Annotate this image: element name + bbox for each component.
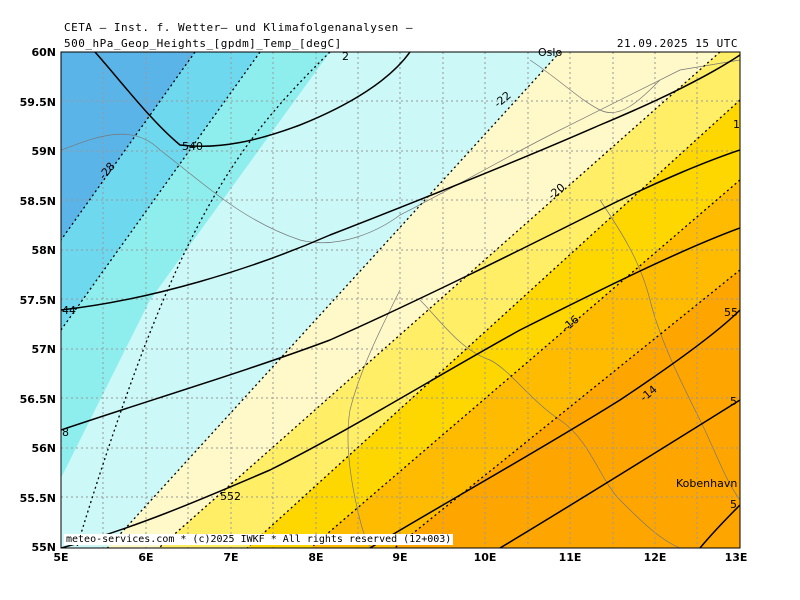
isotherm-minus28 (61, 52, 196, 241)
temp-label-top: 2 (342, 50, 349, 63)
lat-label: 58.5N (20, 195, 56, 208)
lon-label: 11E (559, 551, 582, 564)
coastline-sweden (599, 199, 740, 501)
valid-datetime: 21.09.2025 15 UTC (616, 37, 738, 50)
lat-label: 59N (31, 145, 56, 158)
isotherm-minus22 (106, 52, 561, 548)
height-labels: 540 552 44 8 55 5 5 (62, 140, 738, 511)
coastlines (61, 59, 740, 548)
lat-label: 55N (31, 541, 56, 554)
isohypse-560 (499, 399, 740, 548)
place-label-kobenhavn: Kobenhavn (676, 477, 737, 490)
isohypse-544 (61, 54, 740, 311)
lat-label: 58N (31, 244, 56, 257)
footer-credit: meteo-services.com * (c)2025 IWKF * All … (64, 534, 454, 545)
chart-title: CETA – Inst. f. Wetter– und Klimafolgena… (64, 21, 414, 34)
longitude-axis: 5E 6E 7E 8E 9E 10E 11E 12E 13E (53, 551, 747, 564)
isohypse-552 (61, 227, 740, 548)
lat-label: 55.5N (20, 492, 56, 505)
lon-label: 7E (223, 551, 238, 564)
isotherm-minus18 (246, 99, 740, 548)
coastline-norway (61, 59, 740, 244)
graticule (61, 52, 740, 548)
height-label-540: 540 (182, 140, 203, 153)
lon-label: 13E (725, 551, 748, 564)
lon-label: 10E (474, 551, 497, 564)
isotherm-minus26 (61, 52, 261, 331)
chart-subtitle: 500_hPa_Geop_Heights_[gpdm]_Temp_[degC] (64, 37, 342, 50)
temperature-isolines (61, 52, 740, 548)
coastline-denmark (419, 299, 681, 548)
lon-label: 6E (138, 551, 153, 564)
lat-label: 59.5N (20, 96, 56, 109)
coastline-oslofjord (529, 59, 661, 113)
isohypse-548 (61, 149, 740, 431)
lon-label: 8E (308, 551, 323, 564)
lat-label: 60N (31, 46, 56, 59)
temperature-bands (61, 52, 740, 548)
lat-label: 57.5N (20, 294, 56, 307)
height-label-544: 44 (62, 304, 76, 317)
lat-label: 56N (31, 442, 56, 455)
height-label-564: 5 (730, 498, 737, 511)
height-label-560: 5 (730, 395, 737, 408)
latitude-axis: 60N 59.5N 59N 58.5N 58N 57.5N 57N 56.5N … (20, 46, 56, 554)
lon-label: 5E (53, 551, 68, 564)
lat-label: 57N (31, 343, 56, 356)
lon-label: 12E (644, 551, 667, 564)
isohypse-564 (699, 504, 740, 548)
isohypse-556 (369, 309, 740, 548)
isohypse-540 (94, 52, 411, 148)
geopotential-isolines (61, 52, 740, 548)
place-labels: Oslo Kobenhavn (538, 46, 737, 490)
map-frame (60, 51, 741, 549)
lon-label: 9E (392, 551, 407, 564)
place-label-oslo: Oslo (538, 46, 562, 59)
height-label-556: 55 (724, 306, 738, 319)
lat-label: 56.5N (20, 393, 56, 406)
height-label-552: 552 (220, 490, 241, 503)
temp-label-right: 1 (733, 118, 740, 131)
height-label-548: 8 (62, 426, 69, 439)
